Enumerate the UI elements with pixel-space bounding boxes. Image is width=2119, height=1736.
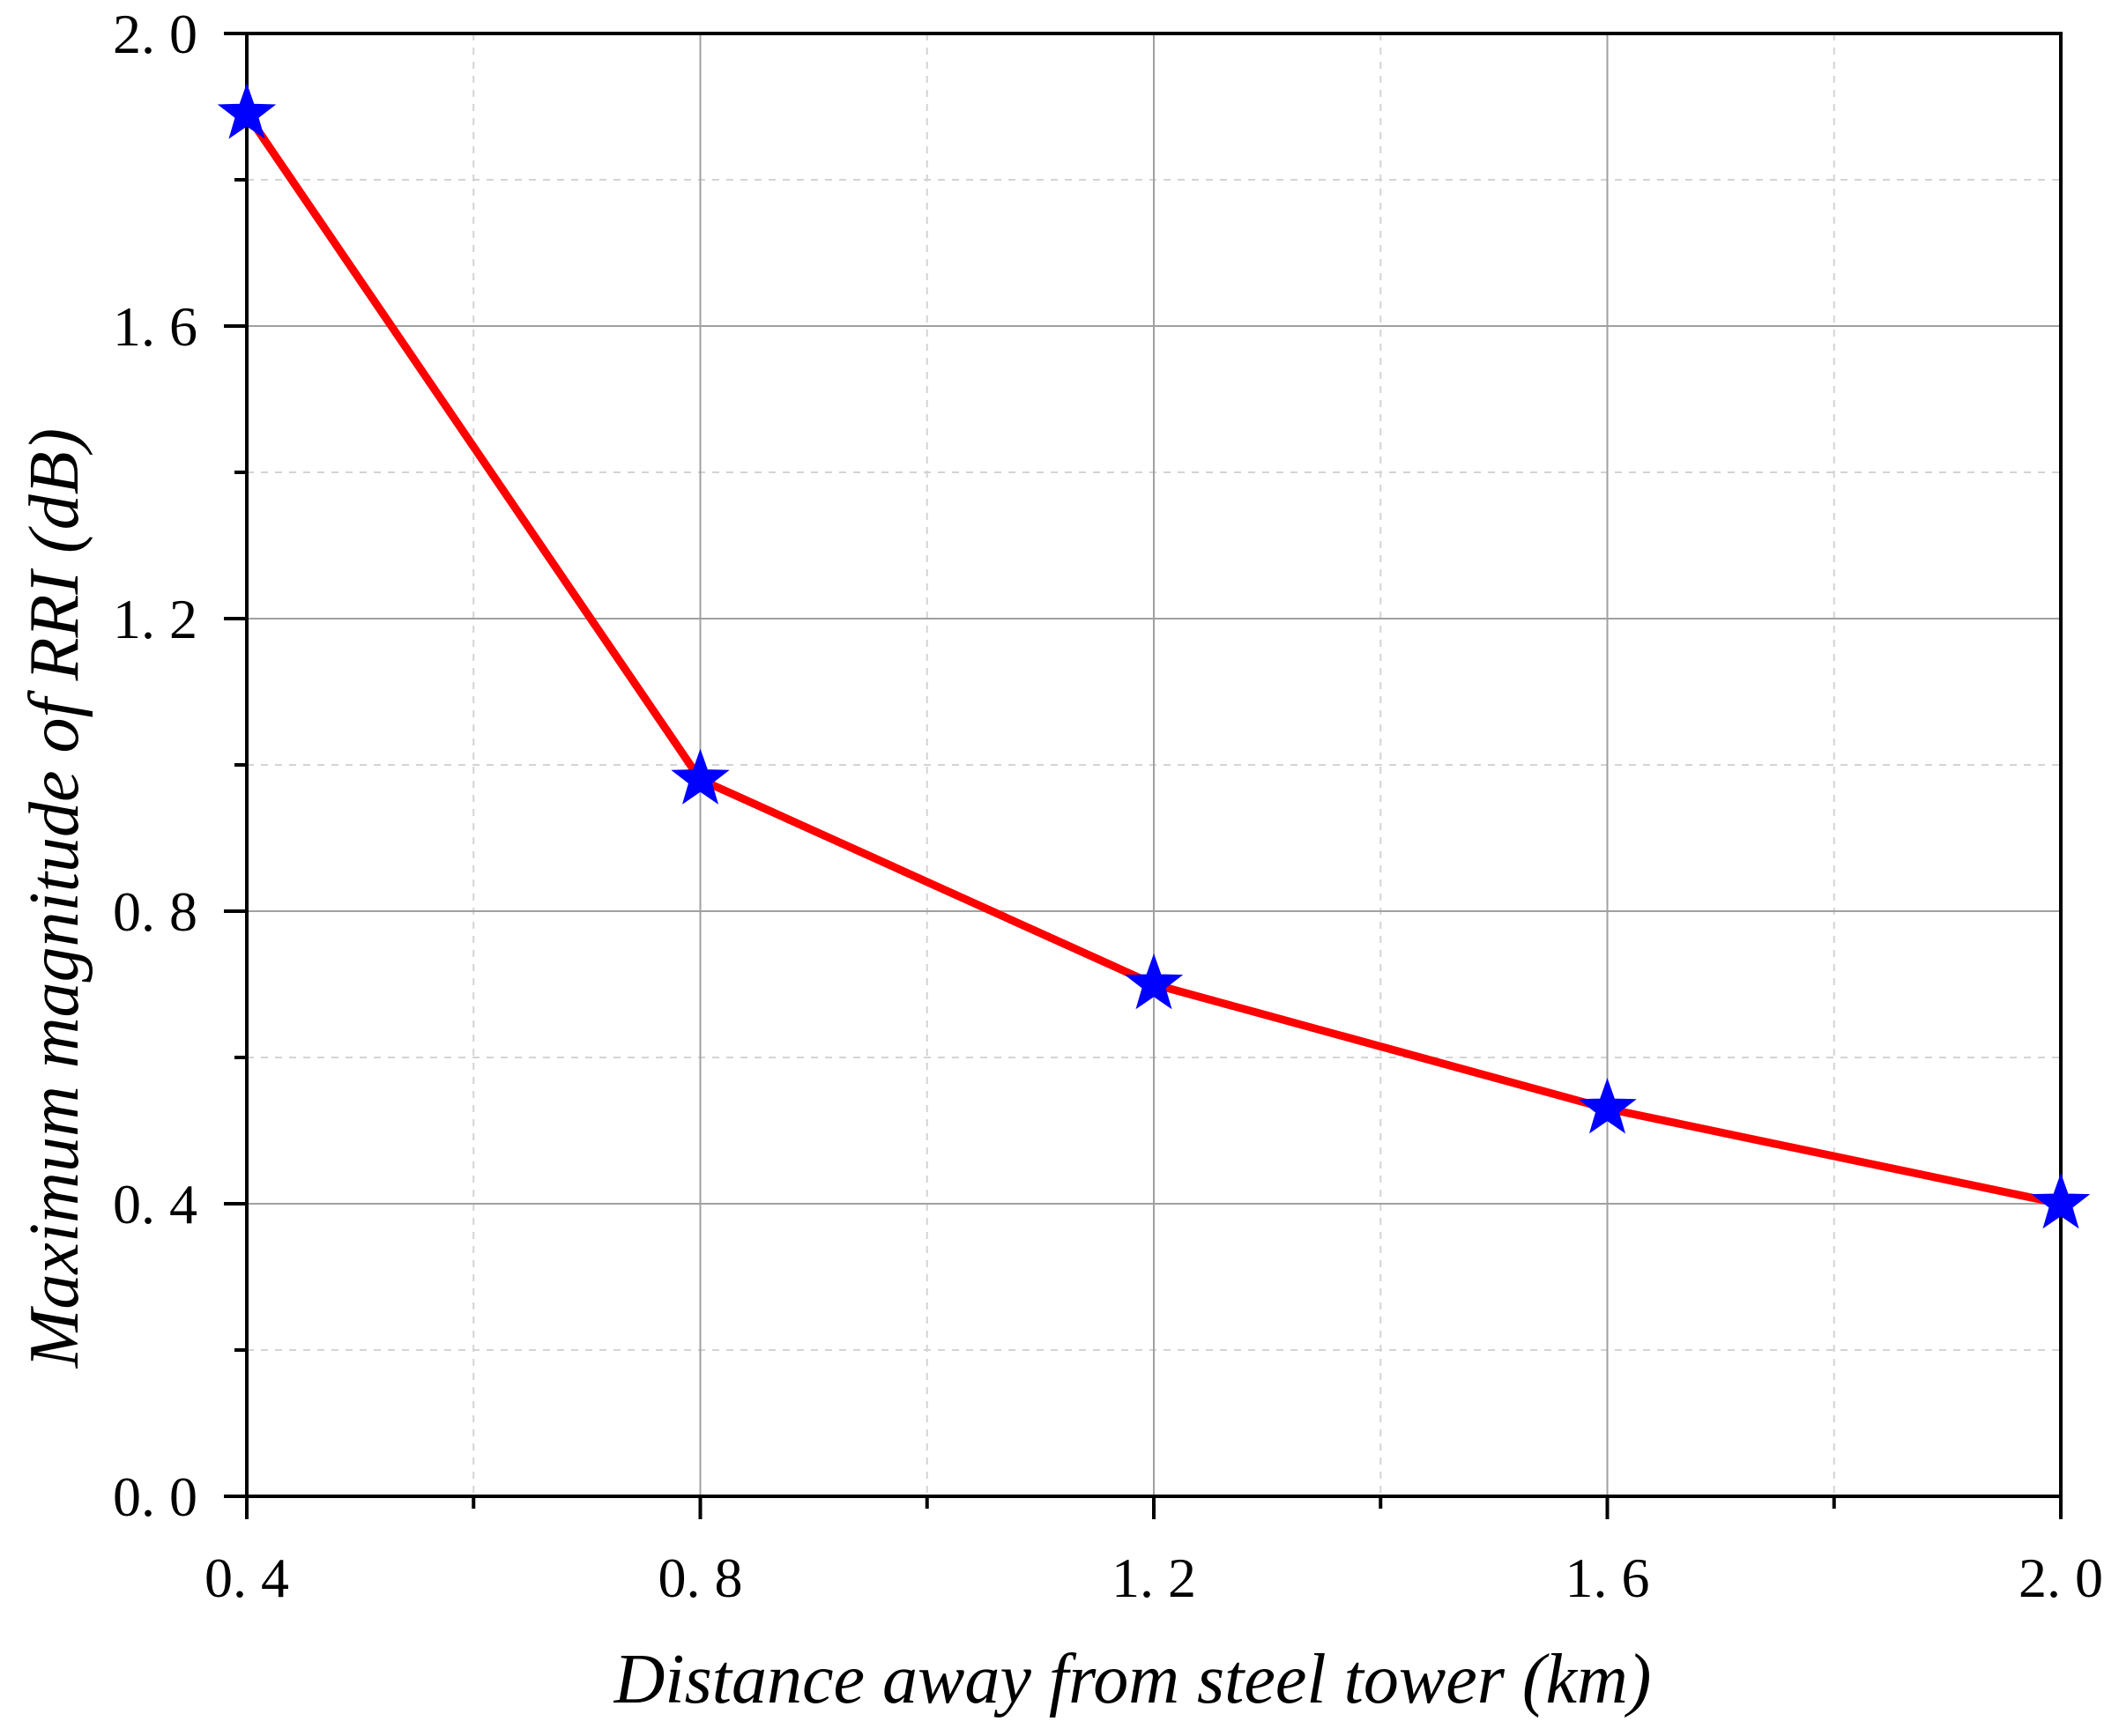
y-tick-label: 0. 4 <box>113 1173 197 1235</box>
data-point-star <box>217 83 277 139</box>
y-tick-label: 1. 6 <box>113 295 197 358</box>
x-tick-label: 1. 6 <box>1565 1547 1650 1609</box>
data-point-star <box>2031 1172 2091 1229</box>
axes <box>224 32 2063 1519</box>
y-tick-label: 0. 8 <box>113 880 197 943</box>
x-tick-label: 2. 0 <box>2019 1547 2103 1609</box>
y-tick-label: 0. 0 <box>113 1465 197 1528</box>
x-tick-label: 1. 2 <box>1112 1547 1196 1609</box>
tick-labels: 0. 4 0. 8 1. 2 1. 6 2. 00. 00. 40. 81. 21. 6… <box>113 3 2103 1609</box>
y-tick-label: 2. 0 <box>113 3 197 65</box>
data-point-star <box>671 748 730 805</box>
x-tick-label: 0. 4 <box>204 1547 289 1609</box>
y-axis-title: Maximum magnitude of RRI (dB) <box>16 428 93 1369</box>
data-point-star <box>1578 1078 1637 1134</box>
y-tick-label: 1. 2 <box>113 588 197 650</box>
x-axis-title: Distance away from steel tower (km) <box>613 1641 1652 1718</box>
x-tick-label: 0. 8 <box>658 1547 743 1609</box>
data-markers <box>217 83 2091 1229</box>
data-point-star <box>1124 953 1184 1010</box>
